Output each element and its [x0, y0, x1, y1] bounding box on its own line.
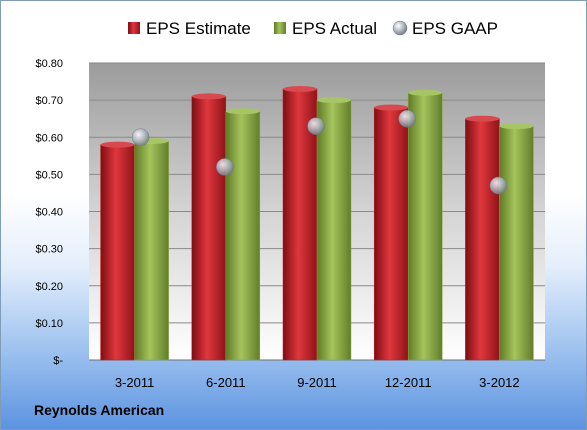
- bar-top-eps-actual: [225, 108, 260, 115]
- bars-layer: [100, 85, 534, 361]
- bar-eps-estimate: [282, 88, 318, 361]
- y-tick-label: $0.10: [35, 318, 63, 330]
- x-tick-label: 6-2011: [206, 375, 246, 390]
- y-tick-label: $-: [53, 355, 63, 367]
- y-tick-label: $0.60: [35, 132, 63, 144]
- y-axis-ticks: $- $0.10 $0.20 $0.30 $0.40 $0.50 $0.60 $0.70 $0.…: [35, 58, 63, 367]
- legend-swatch: [274, 22, 286, 34]
- bar-eps-actual: [225, 111, 261, 361]
- y-tick-label: $0.40: [35, 207, 63, 219]
- bar-top-eps-estimate: [191, 93, 226, 100]
- bar-eps-actual: [407, 92, 443, 361]
- bar-top-eps-estimate: [374, 104, 409, 111]
- marker-eps-gaap: [489, 176, 508, 195]
- x-tick-label: 12-2011: [385, 375, 432, 390]
- y-tick-label: $0.80: [35, 58, 63, 70]
- legend-label: EPS Actual: [292, 19, 377, 38]
- x-tick-label: 3-2011: [115, 375, 155, 390]
- gaap-markers-layer: [131, 109, 508, 195]
- marker-eps-gaap: [131, 128, 150, 146]
- marker-eps-gaap: [398, 109, 416, 128]
- bar-eps-actual: [316, 99, 352, 361]
- bar-top-eps-estimate: [465, 115, 500, 122]
- legend-label: EPS GAAP: [412, 19, 498, 38]
- legend-swatch: [128, 22, 140, 34]
- bar-eps-actual: [499, 125, 534, 361]
- marker-eps-gaap: [216, 158, 234, 176]
- bar-top-eps-actual: [317, 97, 351, 104]
- x-tick-label: 3-2012: [479, 375, 519, 390]
- y-tick-label: $0.50: [35, 169, 63, 181]
- y-tick-label: $0.70: [35, 95, 63, 107]
- bar-top-eps-actual: [408, 89, 443, 96]
- bar-eps-estimate: [191, 96, 227, 361]
- company-name: Reynolds American: [34, 402, 165, 418]
- marker-eps-gaap: [307, 117, 325, 135]
- x-tick-label: 9-2011: [297, 375, 337, 390]
- bar-eps-estimate: [465, 118, 500, 361]
- legend-swatch: [392, 20, 408, 36]
- bar-eps-estimate: [373, 107, 409, 361]
- x-axis-labels: 3-2011 6-2011 9-2011 12-2011 3-2012: [115, 375, 520, 390]
- bar-top-eps-estimate: [100, 141, 135, 148]
- y-tick-label: $0.20: [35, 281, 63, 293]
- y-tick-label: $0.30: [35, 244, 63, 256]
- bar-top-eps-actual: [499, 123, 534, 130]
- bar-top-eps-estimate: [283, 85, 317, 92]
- legend: EPS Estimate EPS Actual EPS GAAP: [128, 19, 498, 38]
- bar-eps-actual: [134, 140, 169, 361]
- legend-label: EPS Estimate: [146, 19, 251, 38]
- bar-eps-estimate: [100, 144, 135, 361]
